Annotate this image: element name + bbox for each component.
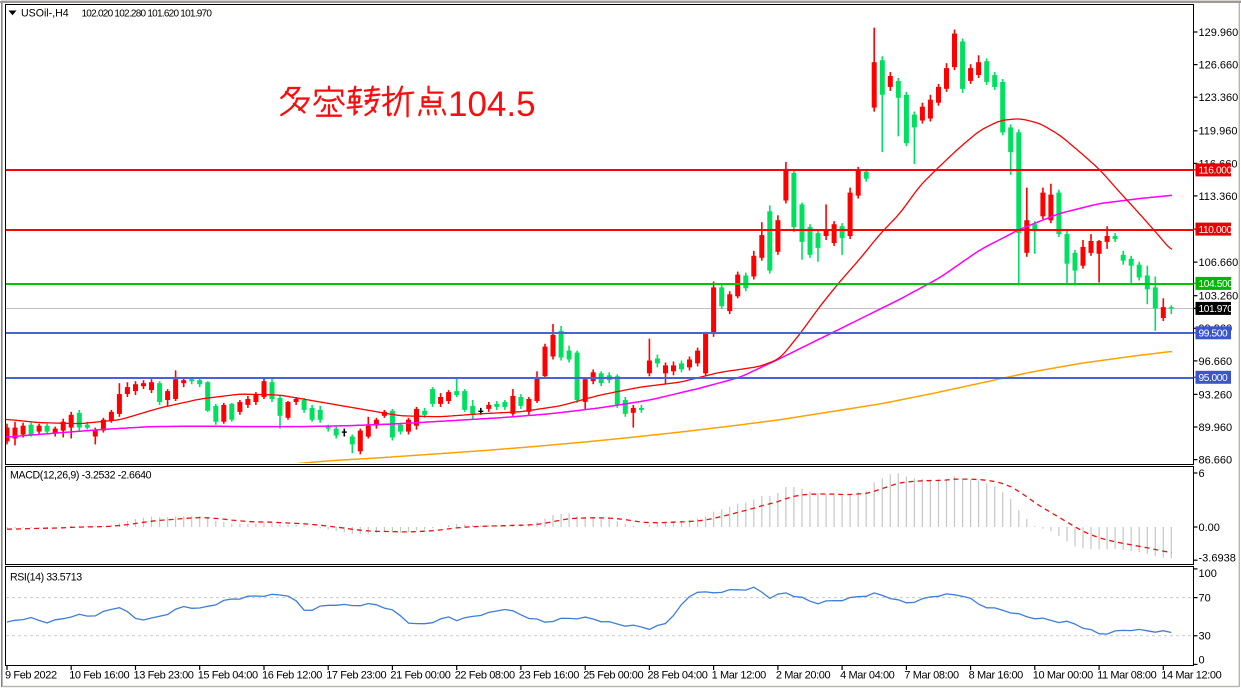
svg-text:9 Feb 2022: 9 Feb 2022	[5, 670, 57, 682]
svg-text:95.000: 95.000	[1199, 373, 1228, 384]
svg-text:101.970: 101.970	[1199, 304, 1234, 315]
svg-text:0: 0	[1199, 655, 1205, 667]
svg-text:16 Feb 12:00: 16 Feb 12:00	[262, 670, 322, 682]
svg-text:126.660: 126.660	[1199, 60, 1239, 72]
svg-text:USOil-,H4: USOil-,H4	[21, 8, 69, 20]
svg-text:10 Mar 00:00: 10 Mar 00:00	[1033, 670, 1093, 682]
svg-text:4 Mar 04:00: 4 Mar 04:00	[840, 670, 895, 682]
svg-text:129.960: 129.960	[1199, 27, 1239, 39]
svg-text:8 Mar 16:00: 8 Mar 16:00	[969, 670, 1024, 682]
svg-text:10 Feb 16:00: 10 Feb 16:00	[69, 670, 129, 682]
svg-text:104.500: 104.500	[1199, 279, 1234, 290]
svg-text:102.020 102.280 101.620 101.97: 102.020 102.280 101.620 101.970	[82, 9, 213, 20]
svg-text:116.000: 116.000	[1199, 166, 1233, 177]
svg-text:0.00: 0.00	[1199, 522, 1220, 534]
svg-text:70: 70	[1199, 593, 1211, 605]
svg-text:96.660: 96.660	[1199, 356, 1233, 368]
svg-text:110.000: 110.000	[1199, 225, 1233, 236]
svg-text:93.260: 93.260	[1199, 389, 1233, 401]
svg-text:MACD(12,26,9) -3.2532 -2.6640: MACD(12,26,9) -3.2532 -2.6640	[10, 470, 152, 482]
svg-text:25 Feb 00:00: 25 Feb 00:00	[583, 670, 643, 682]
svg-text:106.660: 106.660	[1199, 257, 1239, 269]
svg-text:119.960: 119.960	[1199, 126, 1238, 138]
svg-text:15 Feb 04:00: 15 Feb 04:00	[198, 670, 258, 682]
svg-text:22 Feb 08:00: 22 Feb 08:00	[455, 670, 515, 682]
svg-text:89.960: 89.960	[1199, 422, 1233, 434]
svg-text:104.5: 104.5	[448, 85, 536, 124]
svg-text:13 Feb 23:00: 13 Feb 23:00	[134, 670, 194, 682]
svg-text:100: 100	[1199, 568, 1217, 580]
svg-text:21 Feb 00:00: 21 Feb 00:00	[390, 670, 450, 682]
svg-text:28 Feb 04:00: 28 Feb 04:00	[647, 670, 707, 682]
svg-text:86.660: 86.660	[1199, 455, 1233, 467]
svg-text:7 Mar 08:00: 7 Mar 08:00	[904, 670, 959, 682]
svg-text:103.260: 103.260	[1199, 291, 1239, 303]
svg-text:123.360: 123.360	[1199, 92, 1239, 104]
svg-text:-3.6938: -3.6938	[1199, 553, 1236, 565]
svg-text:30: 30	[1199, 631, 1211, 643]
svg-text:14 Mar 12:00: 14 Mar 12:00	[1161, 670, 1221, 682]
svg-text:23 Feb 16:00: 23 Feb 16:00	[519, 670, 579, 682]
svg-text:1 Mar 12:00: 1 Mar 12:00	[712, 670, 767, 682]
svg-text:99.500: 99.500	[1199, 329, 1228, 340]
svg-text:11 Mar 08:00: 11 Mar 08:00	[1097, 670, 1156, 682]
svg-text:2 Mar 20:00: 2 Mar 20:00	[776, 670, 831, 682]
svg-text:17 Feb 23:00: 17 Feb 23:00	[326, 670, 386, 682]
svg-text:113.360: 113.360	[1199, 191, 1238, 203]
svg-text:RSI(14) 33.5713: RSI(14) 33.5713	[10, 572, 82, 584]
svg-text:6: 6	[1199, 468, 1205, 480]
